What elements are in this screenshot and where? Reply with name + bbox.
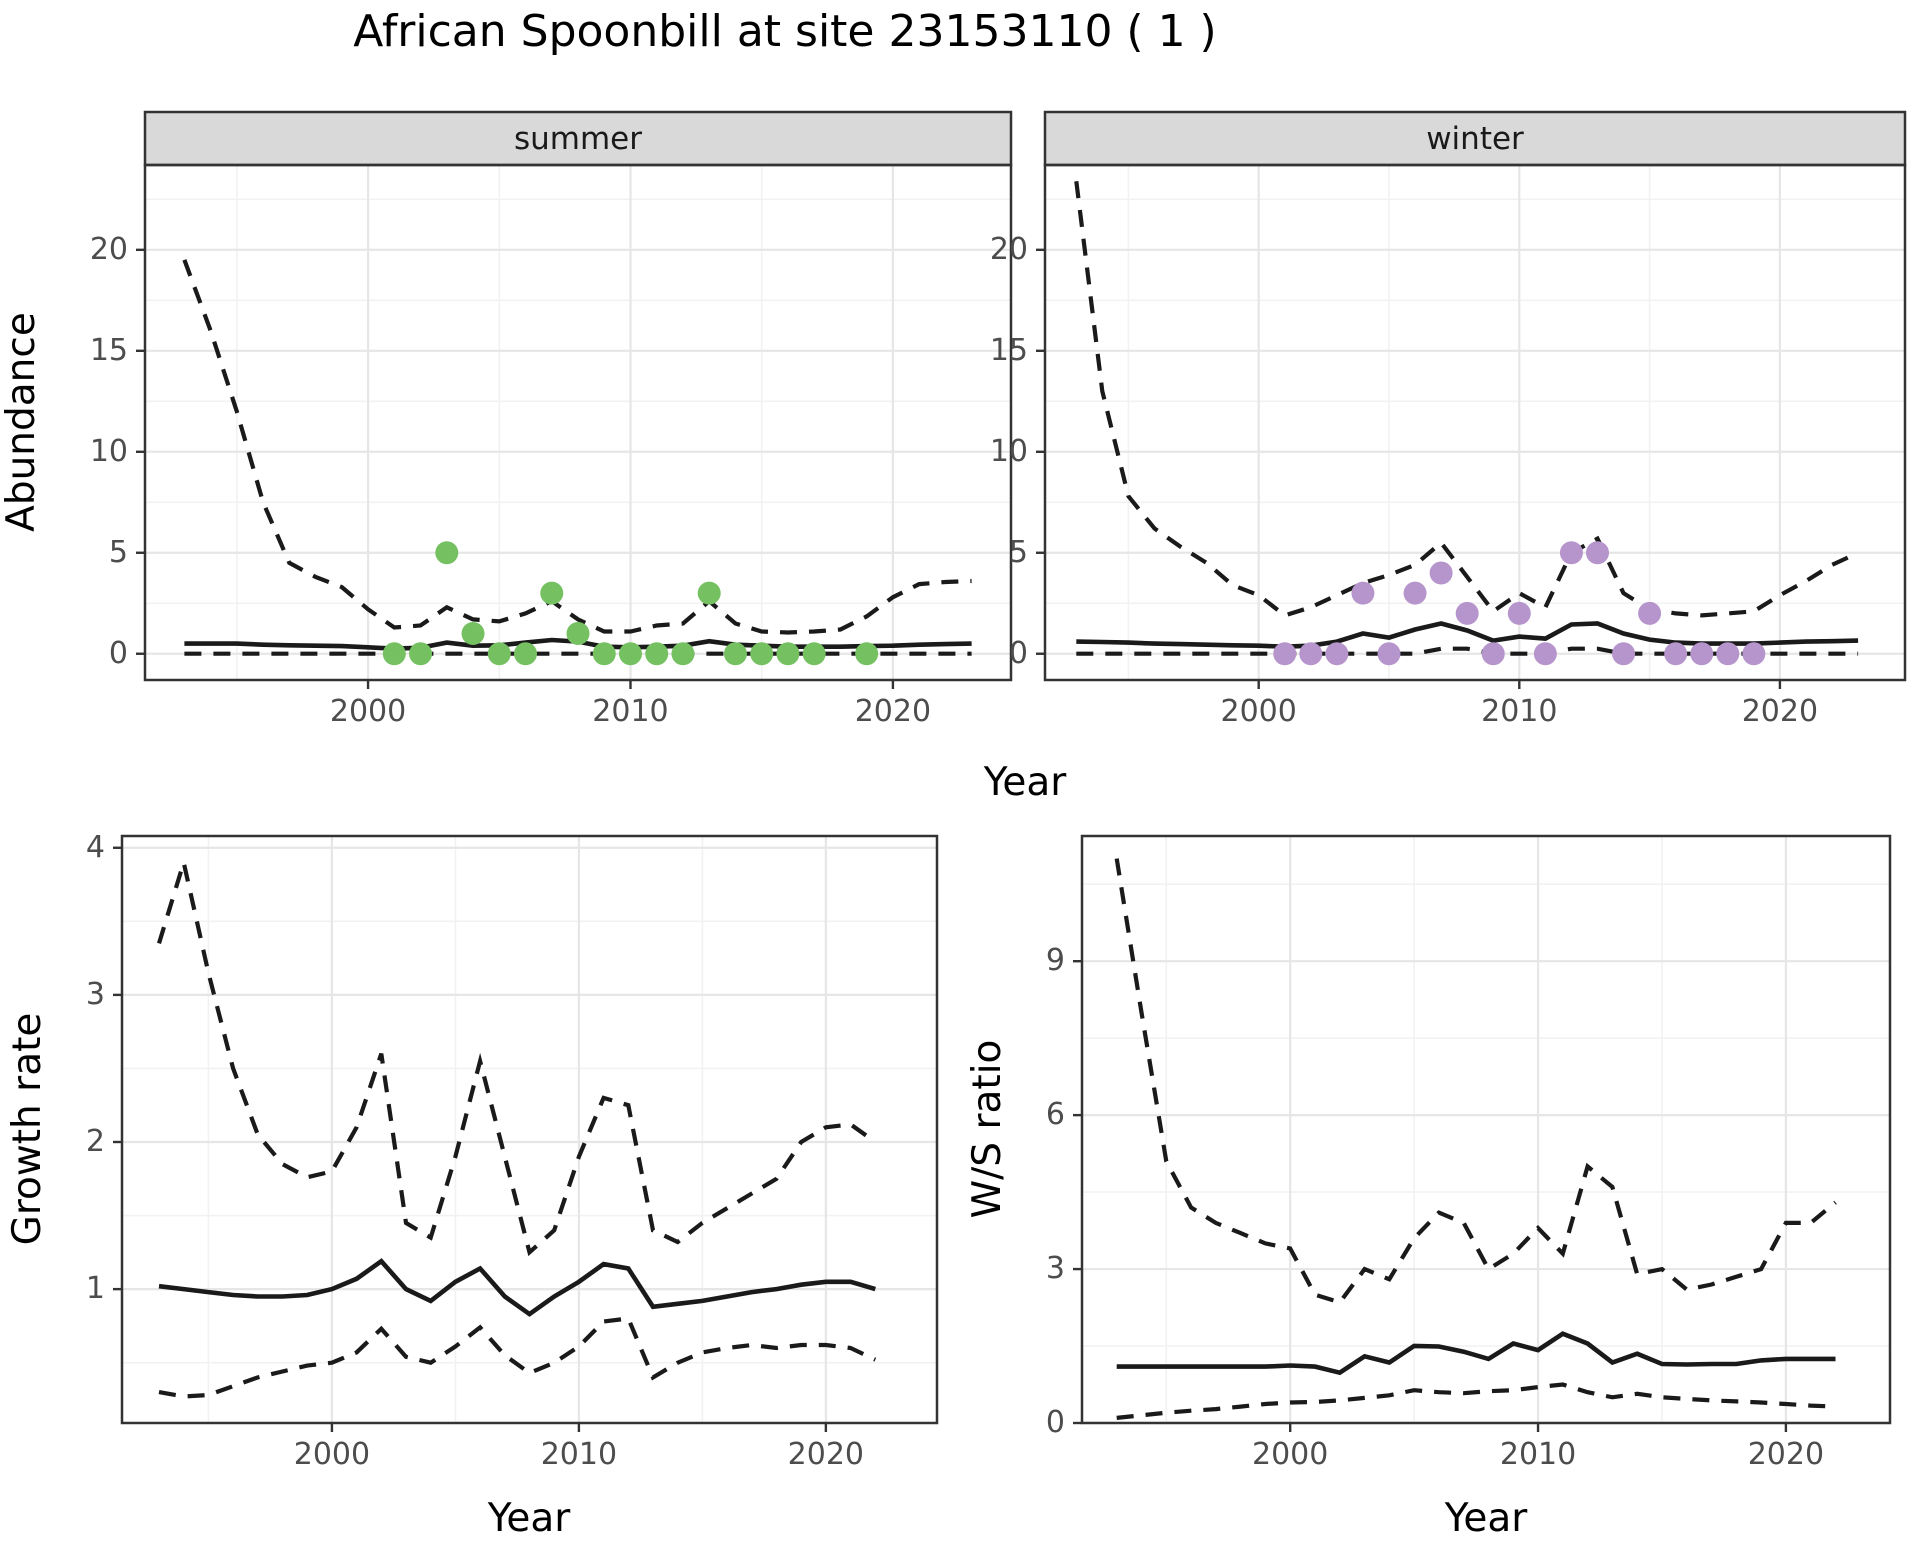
winter-observation-point — [1377, 642, 1401, 666]
summer-observation-point — [855, 642, 879, 666]
summer-observation-point — [671, 642, 695, 666]
y-axis-title-growth-rate: Growth rate — [5, 1012, 50, 1246]
panel-ws — [1082, 836, 1890, 1423]
y-tick-label: 0 — [1045, 1405, 1065, 1440]
summer-observation-point — [461, 622, 485, 646]
y-tick-label: 15 — [89, 332, 128, 368]
summer-observation-point — [487, 642, 511, 666]
y-tick-label: 0 — [108, 635, 128, 671]
winter-observation-point — [1533, 642, 1557, 666]
summer-observation-point — [645, 642, 669, 666]
summer-observation-point — [750, 642, 774, 666]
summer-observation-point — [802, 642, 826, 666]
y-tick-label: 6 — [1045, 1097, 1065, 1133]
y-tick-label: 5 — [108, 534, 128, 570]
facet-strip-winter: winter — [1426, 120, 1524, 157]
y-axis-title-abundance: Abundance — [0, 312, 44, 532]
winter-observation-point — [1664, 642, 1688, 666]
y-tick-label: 10 — [989, 433, 1028, 469]
winter-observation-point — [1585, 541, 1609, 565]
winter-observation-point — [1299, 642, 1323, 666]
ws-lower_ci-line — [1116, 1382, 1836, 1420]
winter-observation-point — [1481, 642, 1505, 666]
x-tick-label: 2020 — [854, 694, 932, 729]
summer-observation-point — [435, 541, 459, 565]
summer-observation-point — [409, 642, 433, 666]
summer-observation-point — [618, 642, 642, 666]
panel-growth — [122, 836, 937, 1423]
y-tick-label: 10 — [89, 433, 128, 469]
winter-observation-point — [1507, 601, 1531, 625]
winter-observation-point — [1559, 541, 1583, 565]
x-tick-label: 2000 — [1220, 694, 1297, 729]
ws-median-line — [1116, 1331, 1836, 1376]
panel-border-ws — [1080, 834, 1892, 1425]
x-tick-label: 2000 — [329, 694, 407, 729]
x-axis-title-year-growth: Year — [487, 1496, 571, 1541]
x-axis-title-year-top: Year — [983, 760, 1067, 805]
winter-observation-point — [1351, 581, 1375, 605]
facet-strip-rect-summer — [143, 110, 1013, 167]
summer-observation-point — [776, 642, 800, 666]
summer-observation-point — [540, 581, 564, 605]
ws-upper_ci-line — [1114, 858, 1837, 1305]
gridlines-winter — [1045, 165, 1905, 680]
x-tick-label: 2000 — [293, 1437, 371, 1472]
winter-observation-point — [1742, 642, 1766, 666]
x-tick-label: 2020 — [1741, 694, 1819, 729]
x-axis-title-year-ws: Year — [1444, 1496, 1528, 1541]
y-tick-label: 9 — [1045, 943, 1065, 979]
y-tick-label: 20 — [989, 231, 1028, 267]
gridlines-summer — [145, 165, 1011, 680]
panel-border-summer — [143, 163, 1013, 682]
x-tick-label: 2010 — [1481, 694, 1558, 729]
y-tick-label: 2 — [85, 1124, 105, 1159]
summer-observation-point — [382, 642, 406, 666]
growth-upper_ci-line — [156, 854, 877, 1257]
winter-observation-point — [1455, 601, 1479, 625]
winter-observation-point — [1716, 642, 1740, 666]
winter-observation-point — [1690, 642, 1714, 666]
y-tick-label: 1 — [85, 1271, 105, 1307]
y-tick-label: 3 — [1045, 1251, 1065, 1287]
x-tick-label: 2000 — [1252, 1437, 1329, 1472]
winter-observation-point — [1638, 601, 1662, 625]
growth-median-line — [158, 1258, 876, 1317]
x-tick-label: 2010 — [1499, 1437, 1577, 1472]
x-tick-label: 2020 — [787, 1437, 865, 1472]
winter-observation-point — [1325, 642, 1349, 666]
winter-observation-point — [1429, 561, 1453, 585]
y-tick-label: 20 — [89, 231, 128, 267]
panel-border-winter — [1043, 163, 1907, 682]
y-tick-label: 4 — [85, 829, 105, 865]
x-tick-label: 2020 — [1747, 1437, 1825, 1472]
summer-observation-point — [697, 581, 721, 605]
x-tick-label: 2010 — [592, 694, 669, 729]
x-tick-label: 2010 — [540, 1437, 618, 1472]
summer-upper_ci-line — [182, 259, 972, 635]
y-tick-label: 3 — [85, 976, 105, 1012]
growth-lower_ci-line — [158, 1316, 877, 1399]
y-tick-label: 0 — [1008, 635, 1028, 671]
summer-observation-point — [566, 622, 590, 646]
winter-observation-point — [1403, 581, 1427, 605]
summer-observation-point — [723, 642, 747, 666]
y-tick-label: 5 — [1008, 534, 1028, 570]
winter-upper_ci-line — [1074, 180, 1859, 618]
gridlines-growth — [122, 836, 937, 1423]
y-tick-label: 15 — [989, 332, 1028, 368]
winter-observation-point — [1273, 642, 1297, 666]
summer-observation-point — [592, 642, 616, 666]
y-axis-title-ws-ratio: W/S ratio — [965, 1039, 1010, 1219]
winter-observation-point — [1612, 642, 1636, 666]
panel-border-growth — [120, 834, 939, 1425]
summer-observation-point — [514, 642, 538, 666]
facet-strip-summer: summer — [513, 120, 642, 157]
plot-title: African Spoonbill at site 23153110 ( 1 ) — [353, 6, 1217, 57]
